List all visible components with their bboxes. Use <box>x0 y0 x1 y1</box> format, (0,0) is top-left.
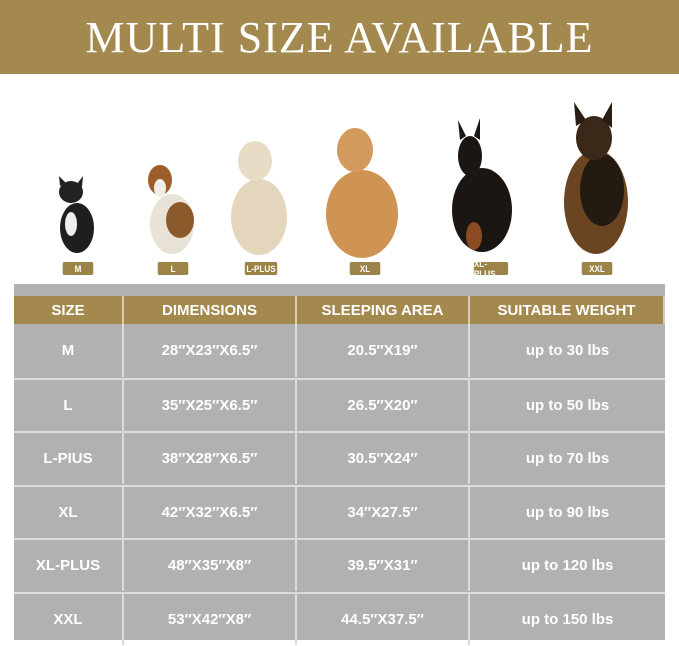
cell-dimensions: 38″X28″X6.5″ <box>124 433 297 484</box>
table-header: SIZE DIMENSIONS SLEEPING AREA SUITABLE W… <box>14 296 665 324</box>
size-badge-l: L <box>157 262 189 275</box>
cell-sleeping-area: 39.5″X31″ <box>297 540 470 591</box>
size-table: SIZE DIMENSIONS SLEEPING AREA SUITABLE W… <box>14 284 665 645</box>
cell-dimensions: 53″X42″X8″ <box>124 593 297 645</box>
cell-sleeping-area: 30.5″X24″ <box>297 433 470 484</box>
cell-weight: up to 120 lbs <box>521 557 614 574</box>
cell-weight: up to 70 lbs <box>525 450 610 467</box>
cell-dimensions: 35″X25″X6.5″ <box>124 379 297 431</box>
cell-size: XL-PLUS <box>14 540 124 591</box>
size-badge-xl-plus: XL-PLUS <box>473 259 509 279</box>
table-row: M 28″X23″X6.5″ 20.5″X19″ up to 30 lbs <box>14 324 665 377</box>
header-sleeping-area: SLEEPING AREA <box>297 296 470 324</box>
size-badge-l-plus: L-PLUS <box>244 262 278 275</box>
table-row: XL 42″X32″X6.5″ 34″X27.5″ up to 90 lbs <box>14 484 665 538</box>
cell-weight: up to 150 lbs <box>521 610 614 628</box>
beagle-image <box>148 165 194 254</box>
french-bulldog-image <box>59 176 94 253</box>
cell-weight: up to 90 lbs <box>525 503 610 521</box>
cell-dimensions: 28″X23″X6.5″ <box>124 324 297 377</box>
cell-weight: up to 50 lbs <box>525 396 610 414</box>
golden-retriever-image <box>326 128 398 258</box>
table-row: L-PIUS 38″X28″X6.5″ 30.5″X24″ up to 70 lbs <box>14 431 665 484</box>
cell-sleeping-area: 26.5″X20″ <box>297 379 470 431</box>
cell-size: XL <box>14 486 124 538</box>
doberman-image <box>452 118 512 252</box>
header-suitable-weight: SUITABLE WEIGHT <box>470 296 665 324</box>
header-dimensions: DIMENSIONS <box>124 296 297 324</box>
cell-dimensions: 48″X35″X8″ <box>124 540 297 591</box>
title-banner: MULTI SIZE AVAILABLE <box>0 0 679 74</box>
german-shepherd-image <box>564 102 628 254</box>
header-size: SIZE <box>14 296 124 324</box>
table-row: XXL 53″X42″X8″ 44.5″X37.5″ up to 150 lbs <box>14 591 665 645</box>
size-badge-xxl: XXL <box>581 262 613 275</box>
cell-size: XXL <box>14 593 124 645</box>
table-row: XL-PLUS 48″X35″X8″ 39.5″X31″ up to 120 lbs <box>14 538 665 591</box>
cell-size: L-PIUS <box>14 433 124 484</box>
banner-title: MULTI SIZE AVAILABLE <box>85 12 594 62</box>
table-row: L 35″X25″X6.5″ 26.5″X20″ up to 50 lbs <box>14 377 665 431</box>
cell-size: L <box>14 379 124 431</box>
cell-size: M <box>14 324 124 377</box>
cell-weight: up to 30 lbs <box>525 342 610 359</box>
size-badge-m: M <box>62 262 94 275</box>
cell-dimensions: 42″X32″X6.5″ <box>124 486 297 538</box>
cell-sleeping-area: 34″X27.5″ <box>297 486 470 538</box>
golden-puppy-image <box>231 141 287 255</box>
cell-sleeping-area: 44.5″X37.5″ <box>297 593 470 645</box>
size-badge-xl: XL <box>349 262 381 275</box>
cell-sleeping-area: 20.5″X19″ <box>297 324 470 377</box>
